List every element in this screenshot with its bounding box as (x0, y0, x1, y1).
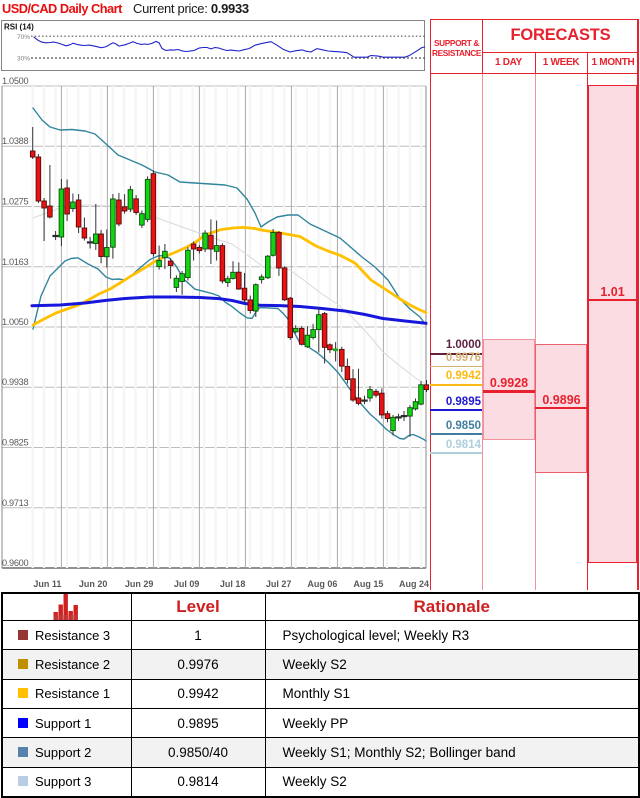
svg-text:RSI (14): RSI (14) (4, 22, 34, 31)
svg-text:Jul 27: Jul 27 (266, 579, 292, 589)
svg-text:70%: 70% (17, 34, 30, 41)
svg-text:1.0500: 1.0500 (2, 76, 28, 86)
svg-text:1.0050: 1.0050 (2, 317, 28, 327)
svg-text:Aug 24: Aug 24 (399, 579, 429, 589)
svg-text:30%: 30% (17, 55, 30, 62)
svg-text:Jun 11: Jun 11 (33, 579, 61, 589)
svg-text:0.9600: 0.9600 (2, 558, 28, 568)
svg-text:0.9713: 0.9713 (2, 498, 28, 508)
svg-text:Aug 15: Aug 15 (353, 579, 383, 589)
svg-text:0.9938: 0.9938 (2, 377, 28, 387)
svg-text:1.0275: 1.0275 (2, 197, 28, 207)
svg-text:Aug 06: Aug 06 (307, 579, 337, 589)
svg-text:1.0163: 1.0163 (2, 257, 28, 267)
svg-text:Jun 20: Jun 20 (79, 579, 108, 589)
svg-text:Jul 09: Jul 09 (174, 579, 200, 589)
svg-text:1.0388: 1.0388 (2, 136, 28, 146)
svg-text:0.9825: 0.9825 (2, 438, 28, 448)
svg-text:Jun 29: Jun 29 (125, 579, 154, 589)
svg-text:Jul 18: Jul 18 (220, 579, 246, 589)
